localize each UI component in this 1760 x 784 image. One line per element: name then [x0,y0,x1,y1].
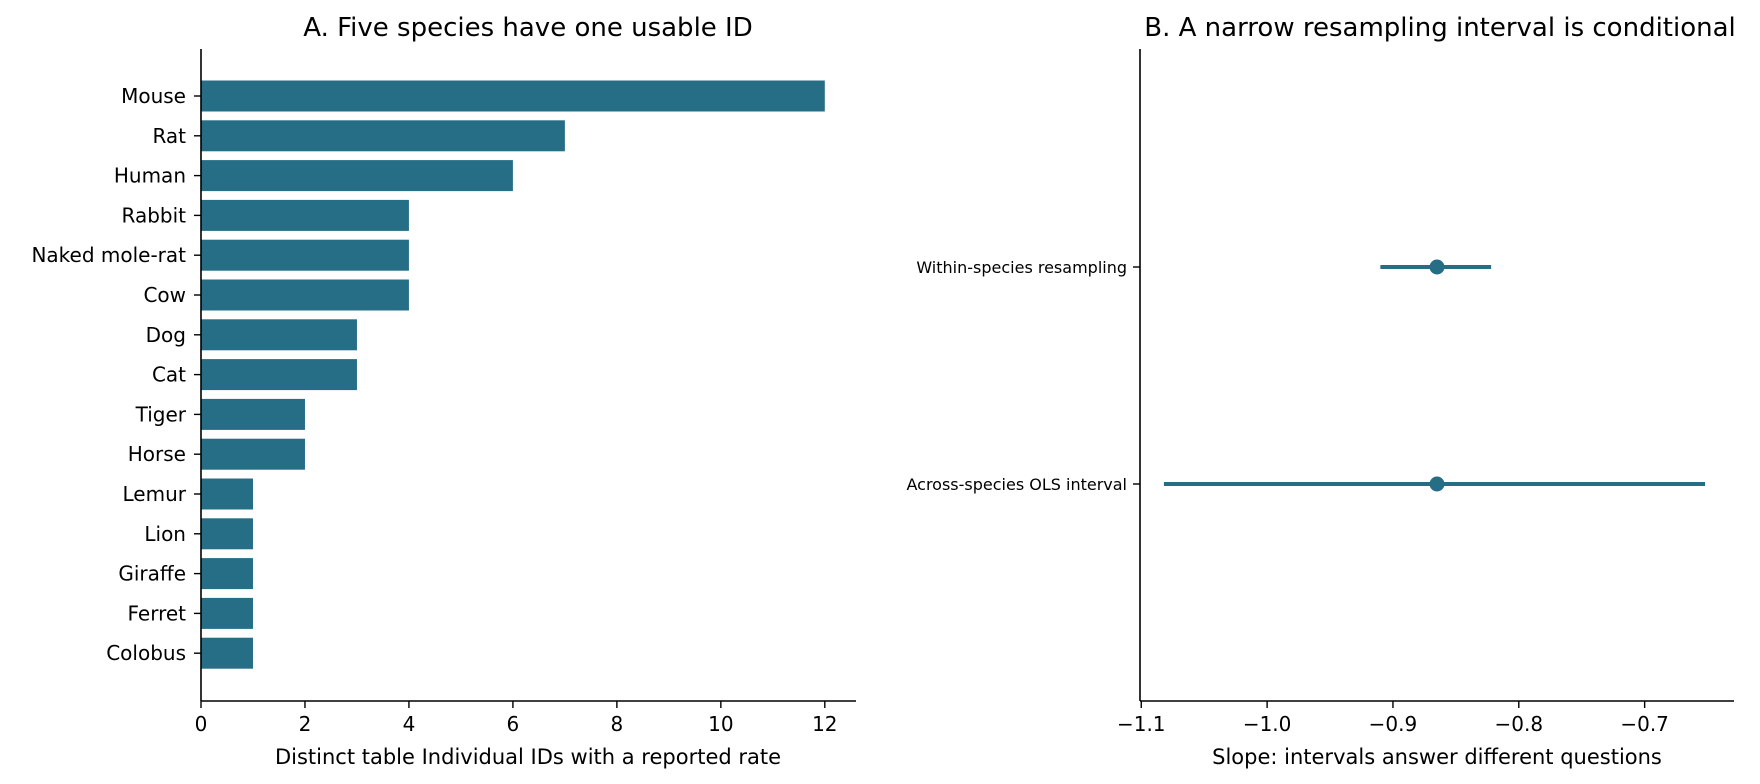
category-label-dog: Dog [146,323,186,347]
bar-rabbit [201,199,409,231]
x-tick-label-0: −1.1 [1117,712,1166,736]
bar-dog [201,319,357,351]
panel-a-x-ticks: 0 2 4 6 8 10 12 [195,701,838,736]
bar-horse [201,438,305,470]
x-tick-label-2: 2 [299,712,312,736]
category-label-horse: Horse [128,442,186,466]
category-label-ferret: Ferret [127,601,186,625]
category-label-across-species-ols-interval: Across-species OLS interval [906,475,1127,494]
category-label-tiger: Tiger [135,402,187,426]
bar-lion [201,518,253,550]
panel-b-category-labels: Within-species resampling Across-species … [906,258,1140,494]
bar-human [201,160,513,192]
panel-b-slope-interval-chart: B. A narrow resampling interval is condi… [906,13,1735,769]
x-tick-label-3: −0.8 [1495,712,1544,736]
panel-a-title: A. Five species have one usable ID [303,13,753,43]
x-tick-label-12: 12 [812,712,837,736]
panel-b-title: B. A narrow resampling interval is condi… [1144,13,1736,43]
bar-cow [201,279,409,311]
bar-tiger [201,398,305,430]
point-estimate-across-species-ols-interval [1429,476,1445,492]
x-tick-label-4: −0.7 [1620,712,1669,736]
bar-giraffe [201,558,253,590]
category-label-cow: Cow [143,283,186,307]
panel-b-x-axis-label: Slope: intervals answer different questi… [1212,745,1662,769]
bar-colobus [201,637,253,669]
panel-a-bars [201,80,825,669]
category-label-lion: Lion [144,522,186,546]
x-tick-label-4: 4 [403,712,416,736]
bar-ferret [201,597,253,629]
category-label-rat: Rat [152,124,186,148]
x-tick-label-2: −0.9 [1369,712,1418,736]
x-tick-label-1: −1.0 [1243,712,1292,736]
panel-b-x-ticks: −1.1 −1.0 −0.9 −0.8 −0.7 [1117,701,1669,736]
category-label-lemur: Lemur [123,482,187,506]
category-label-mouse: Mouse [121,84,186,108]
category-label-human: Human [114,164,186,188]
x-tick-label-10: 10 [708,712,733,736]
panel-a-x-axis-label: Distinct table Individual IDs with a rep… [275,745,781,769]
x-tick-label-8: 8 [611,712,624,736]
x-tick-label-6: 6 [507,712,520,736]
point-estimate-within-species-resampling [1429,259,1445,275]
category-label-rabbit: Rabbit [121,203,186,227]
category-label-cat: Cat [152,363,186,387]
bar-naked-mole-rat [201,239,409,271]
category-label-within-species-resampling: Within-species resampling [916,258,1127,277]
panel-b-intervals [1163,259,1706,492]
panel-a-category-labels: Mouse Rat Human Rabbit Naked mole-rat Cow Dog C… [31,84,201,665]
category-label-giraffe: Giraffe [118,562,186,586]
bar-cat [201,359,357,391]
panel-a-species-id-bar-chart: A. Five species have one usable ID Mouse… [31,13,856,769]
category-label-naked-mole-rat: Naked mole-rat [31,243,186,267]
x-tick-label-0: 0 [195,712,208,736]
bar-rat [201,120,565,152]
bar-lemur [201,478,253,510]
category-label-colobus: Colobus [106,641,186,665]
bar-mouse [201,80,825,112]
